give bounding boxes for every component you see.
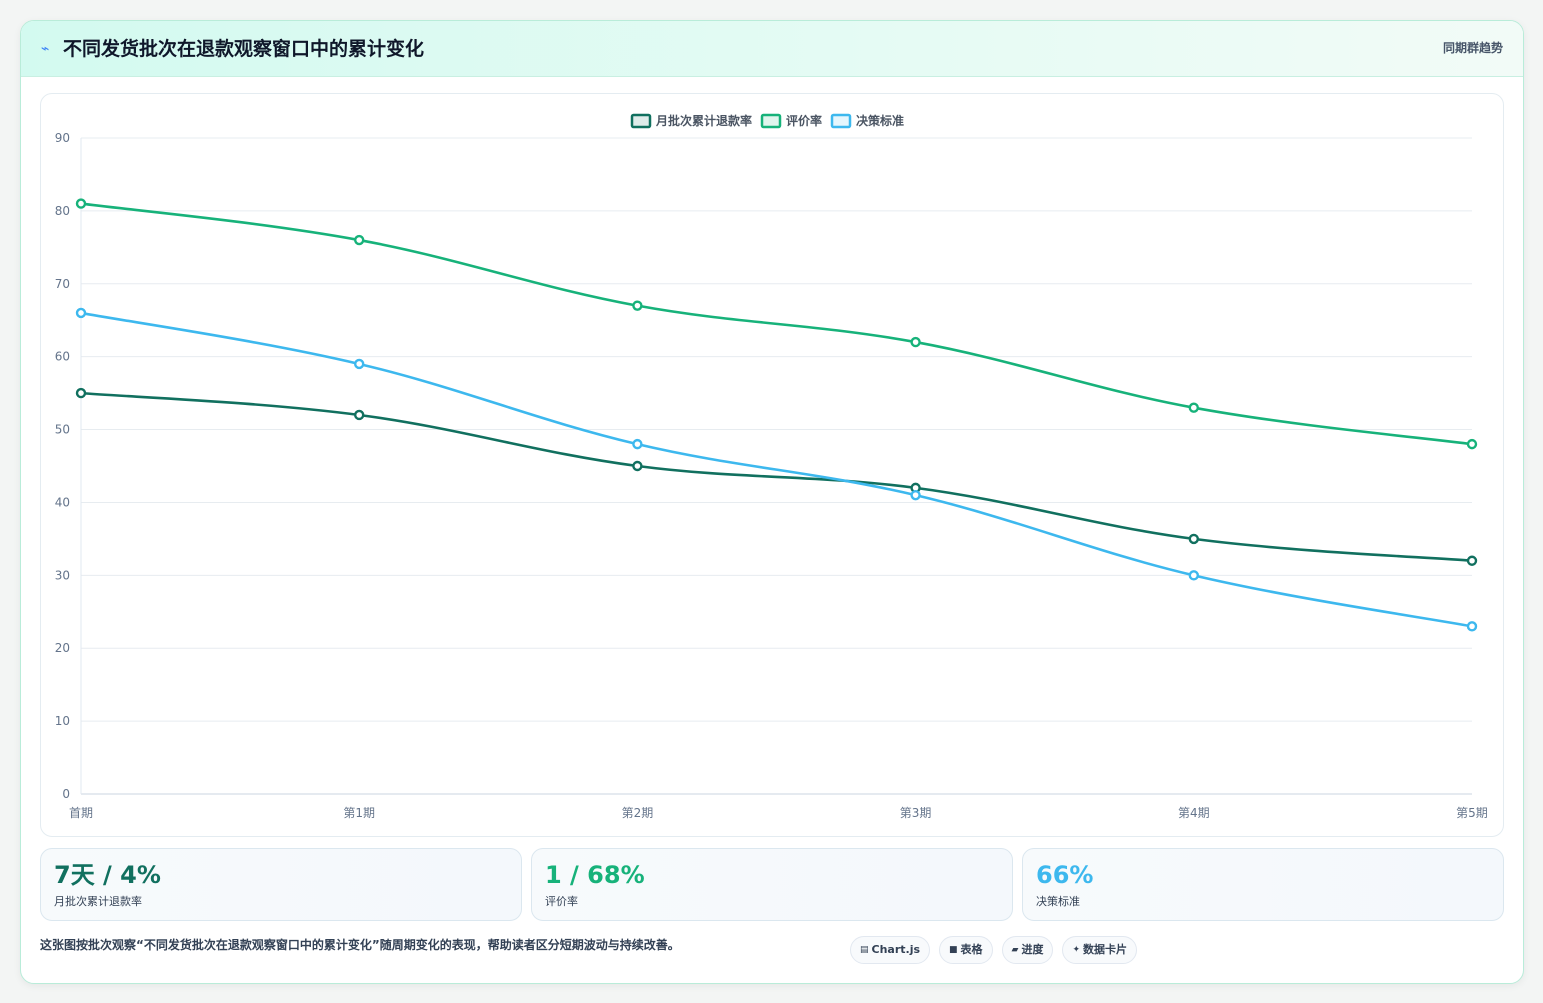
- pill-label: Chart.js: [871, 943, 921, 956]
- pill-label: 数据卡片: [1083, 943, 1128, 956]
- y-tick-label: 0: [62, 787, 70, 801]
- pill-label: 表格: [960, 943, 983, 956]
- data-point: [1188, 402, 1200, 413]
- data-point: [354, 358, 365, 370]
- tag-pills: ▤ Chart.js ■ 表格 ▰ 进度 ✦ 数据卡片: [850, 936, 1138, 964]
- stat-label: 决策标准: [1036, 895, 1080, 908]
- header-tag: 同期群趋势: [1442, 41, 1503, 55]
- chart-card: ⌁ 不同发货批次在退款观察窗口中的累计变化 同期群趋势 0 10 20 30 40 50 6…: [20, 20, 1524, 984]
- chart-icon: ▤: [860, 945, 869, 955]
- data-point: [354, 234, 365, 246]
- legend-swatch: [630, 113, 652, 129]
- legend-label: 月批次累计退款率: [655, 113, 752, 128]
- series-line: [80, 391, 1473, 563]
- data-point: [75, 307, 87, 319]
- stat-label: 评价率: [545, 895, 578, 908]
- x-tick-label: 第1期: [343, 806, 375, 820]
- pill-table[interactable]: ■ 表格: [939, 936, 993, 964]
- data-point: [910, 489, 921, 501]
- y-tick-label: 70: [55, 277, 70, 291]
- x-tick-label: 第5期: [1456, 806, 1488, 820]
- x-tick-label: 首期: [69, 806, 93, 820]
- y-tick-label: 50: [55, 423, 70, 437]
- table-icon: ■: [949, 945, 958, 955]
- progress-icon: ▰: [1011, 945, 1019, 955]
- data-point: [354, 409, 365, 421]
- line-chart: 0 10 20 30 40 50 60 70 80 90 首期 第1期 第2期 第3期 第4期 第5期 月批次累…: [55, 113, 1488, 820]
- y-tick-label: 90: [55, 131, 70, 145]
- data-point: [632, 438, 643, 450]
- data-point: [1466, 438, 1478, 450]
- x-tick-label: 第2期: [622, 806, 654, 820]
- chart-description: 这张图按批次观察“不同发货批次在退款观察窗口中的累计变化”随周期变化的表现，帮助…: [40, 938, 680, 952]
- y-tick-label: 10: [55, 714, 70, 728]
- legend-label: 评价率: [786, 113, 822, 128]
- page-title: 不同发货批次在退款观察窗口中的累计变化: [63, 38, 425, 60]
- data-point: [75, 198, 87, 209]
- stat-card-review: 1 / 68% 评价率: [531, 848, 1013, 921]
- legend-swatch: [830, 113, 852, 129]
- y-tick-label: 40: [55, 495, 70, 509]
- x-tick-label: 第3期: [900, 806, 932, 820]
- data-point: [75, 387, 87, 399]
- legend-swatch: [760, 113, 782, 129]
- sparkle-icon: ✦: [1072, 945, 1081, 955]
- data-point: [632, 300, 643, 311]
- stat-value: 7天 / 4%: [54, 861, 161, 889]
- chart-container: 0 10 20 30 40 50 60 70 80 90 首期 第1期 第2期 第3期 第4期 第5期 月批次累…: [40, 93, 1504, 837]
- pill-data-card[interactable]: ✦ 数据卡片: [1062, 936, 1138, 964]
- y-tick-label: 20: [55, 641, 70, 655]
- stat-value: 66%: [1036, 861, 1094, 889]
- y-tick-label: 80: [55, 204, 70, 218]
- stat-value: 1 / 68%: [545, 861, 645, 889]
- y-tick-label: 30: [55, 568, 70, 582]
- y-tick-label: 60: [55, 350, 70, 364]
- series-line: [80, 202, 1473, 446]
- data-point: [1188, 533, 1200, 545]
- legend-label: 决策标准: [856, 113, 904, 128]
- data-point: [632, 460, 643, 472]
- pill-label: 进度: [1021, 943, 1044, 956]
- trend-icon: ⌁: [41, 41, 50, 57]
- stat-card-decision: 66% 决策标准: [1022, 848, 1504, 921]
- data-point: [1466, 555, 1478, 566]
- pill-chartjs[interactable]: ▤ Chart.js: [850, 936, 931, 964]
- data-point: [910, 336, 921, 348]
- pill-progress[interactable]: ▰ 进度: [1001, 936, 1054, 964]
- stat-label: 月批次累计退款率: [54, 895, 142, 908]
- stat-card-refund: 7天 / 4% 月批次累计退款率: [40, 848, 522, 921]
- card-header: ⌁ 不同发货批次在退款观察窗口中的累计变化 同期群趋势: [21, 21, 1523, 77]
- series-line: [80, 311, 1473, 628]
- data-point: [1466, 621, 1478, 632]
- x-tick-label: 第4期: [1178, 806, 1210, 820]
- data-point: [1188, 570, 1200, 581]
